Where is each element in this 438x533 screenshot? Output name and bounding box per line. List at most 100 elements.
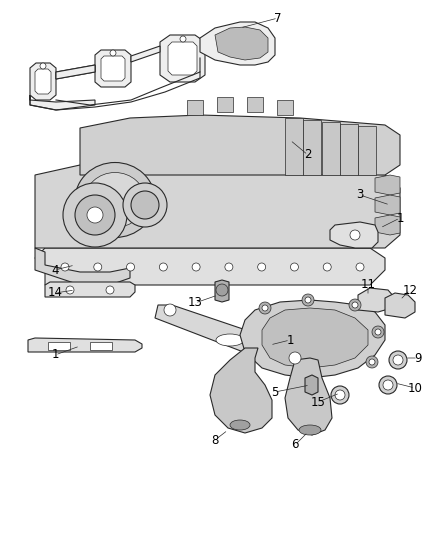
Text: 10: 10	[408, 382, 422, 394]
Circle shape	[262, 305, 268, 311]
Polygon shape	[131, 46, 160, 62]
Circle shape	[356, 263, 364, 271]
Polygon shape	[330, 222, 378, 248]
Text: 1: 1	[51, 349, 59, 361]
Ellipse shape	[230, 420, 250, 430]
Circle shape	[106, 286, 114, 294]
Text: 14: 14	[47, 287, 63, 300]
Circle shape	[389, 351, 407, 369]
Text: 3: 3	[356, 189, 364, 201]
Circle shape	[352, 302, 358, 308]
Polygon shape	[187, 100, 203, 115]
Circle shape	[87, 207, 103, 223]
Circle shape	[40, 63, 46, 69]
Polygon shape	[321, 122, 339, 175]
Text: 11: 11	[360, 279, 375, 292]
Text: 1: 1	[396, 212, 404, 224]
Circle shape	[379, 376, 397, 394]
Polygon shape	[262, 308, 368, 368]
Text: 7: 7	[274, 12, 282, 25]
Polygon shape	[35, 69, 51, 94]
Circle shape	[75, 195, 115, 235]
Polygon shape	[303, 120, 321, 175]
Polygon shape	[35, 248, 385, 285]
Polygon shape	[80, 115, 400, 175]
Ellipse shape	[85, 173, 145, 228]
Circle shape	[127, 263, 134, 271]
Text: 5: 5	[271, 385, 279, 399]
Polygon shape	[168, 42, 197, 75]
Circle shape	[259, 302, 271, 314]
Polygon shape	[240, 300, 385, 378]
Circle shape	[290, 263, 298, 271]
Polygon shape	[217, 97, 233, 112]
Polygon shape	[45, 282, 135, 297]
Text: 12: 12	[403, 284, 417, 296]
Circle shape	[123, 183, 167, 227]
Circle shape	[164, 304, 176, 316]
Polygon shape	[215, 27, 268, 60]
Circle shape	[331, 386, 349, 404]
Circle shape	[258, 263, 266, 271]
Circle shape	[383, 380, 393, 390]
Polygon shape	[35, 248, 130, 285]
Circle shape	[289, 352, 301, 364]
Circle shape	[225, 263, 233, 271]
Circle shape	[180, 36, 186, 42]
Circle shape	[372, 326, 384, 338]
Polygon shape	[215, 280, 229, 302]
Polygon shape	[90, 342, 112, 350]
Text: 6: 6	[291, 439, 299, 451]
Polygon shape	[375, 215, 400, 235]
Text: 9: 9	[414, 351, 422, 365]
Circle shape	[393, 355, 403, 365]
Text: 15: 15	[311, 395, 325, 408]
Polygon shape	[358, 288, 395, 312]
Circle shape	[63, 183, 127, 247]
Polygon shape	[200, 22, 275, 65]
Polygon shape	[375, 195, 400, 215]
Text: 13: 13	[187, 296, 202, 310]
Circle shape	[366, 356, 378, 368]
Polygon shape	[277, 100, 293, 115]
Polygon shape	[95, 50, 131, 87]
Polygon shape	[48, 342, 70, 350]
Text: 2: 2	[304, 149, 312, 161]
Circle shape	[131, 191, 159, 219]
Ellipse shape	[75, 163, 155, 238]
Circle shape	[369, 359, 375, 365]
Circle shape	[61, 263, 69, 271]
Circle shape	[192, 263, 200, 271]
Circle shape	[323, 263, 331, 271]
Polygon shape	[385, 293, 415, 318]
Circle shape	[94, 263, 102, 271]
Circle shape	[349, 299, 361, 311]
Circle shape	[350, 230, 360, 240]
Text: 4: 4	[51, 263, 59, 277]
Polygon shape	[340, 124, 358, 175]
Circle shape	[110, 50, 116, 56]
Ellipse shape	[299, 425, 321, 435]
Polygon shape	[56, 65, 95, 79]
Polygon shape	[247, 97, 263, 112]
Polygon shape	[35, 162, 400, 248]
Polygon shape	[155, 305, 305, 368]
Circle shape	[302, 294, 314, 306]
Polygon shape	[375, 175, 400, 195]
Circle shape	[66, 286, 74, 294]
Ellipse shape	[216, 334, 244, 346]
Polygon shape	[285, 118, 303, 175]
Text: 1: 1	[286, 334, 294, 346]
Polygon shape	[30, 95, 95, 110]
Text: 8: 8	[211, 433, 219, 447]
Polygon shape	[101, 56, 125, 81]
Circle shape	[305, 297, 311, 303]
Polygon shape	[56, 65, 95, 79]
Polygon shape	[285, 358, 332, 435]
Circle shape	[335, 390, 345, 400]
Polygon shape	[305, 375, 318, 395]
Polygon shape	[28, 338, 142, 352]
Polygon shape	[358, 126, 376, 175]
Circle shape	[216, 284, 228, 296]
Polygon shape	[160, 35, 205, 82]
